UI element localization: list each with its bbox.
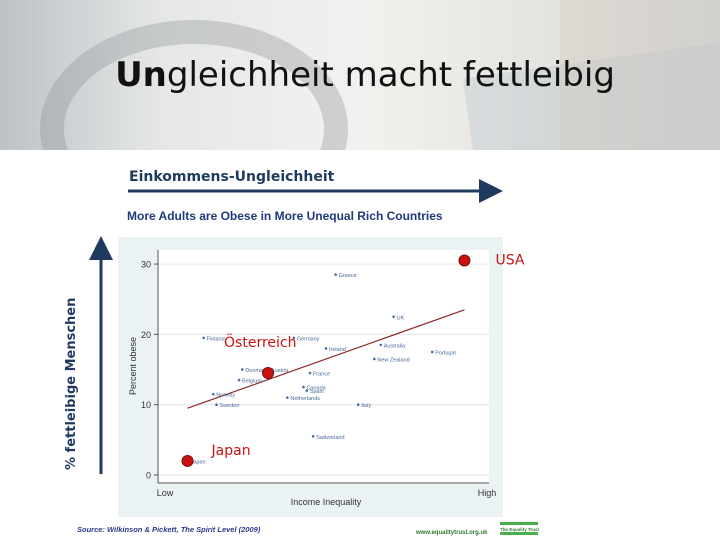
data-point	[302, 385, 305, 389]
point-label: Denmark	[245, 368, 268, 374]
data-point	[308, 371, 312, 375]
logo-bar-bottom	[500, 532, 538, 535]
highlight-label: USA	[495, 253, 524, 269]
point-label: Ireland	[329, 347, 346, 353]
y-tick-label: 30	[141, 260, 151, 270]
point-label: France	[313, 372, 330, 378]
point-label: Spain	[310, 389, 324, 395]
x-axis-title: Income Inequality	[291, 497, 362, 507]
source-citation: Source: Wilkinson & Pickett, The Spirit …	[77, 525, 261, 534]
point-label: Norway	[216, 393, 235, 399]
x-tick-label-low: Low	[157, 488, 174, 498]
website-link[interactable]: www.equalitytrust.org.uk	[416, 530, 488, 536]
slide-title-bold: Un	[115, 55, 167, 95]
point-label: New Zealand	[377, 357, 409, 363]
point-label: Portugal	[435, 350, 456, 356]
data-point	[334, 273, 337, 276]
data-point	[430, 350, 434, 354]
logo-text: The Equality Trust	[500, 527, 540, 532]
highlight-marker	[458, 254, 471, 267]
point-label: UK	[397, 315, 405, 321]
point-label: Austria	[271, 368, 289, 374]
y-tick-label: 0	[146, 471, 151, 481]
data-point	[212, 392, 215, 396]
point-label: Sweden	[220, 403, 240, 409]
slide-title-rest: gleichheit macht fettleibig	[166, 55, 615, 95]
y-tick-label: 20	[141, 330, 151, 340]
point-label: Greece	[339, 273, 357, 279]
point-label: Germany	[297, 336, 320, 342]
x-tick-label-high: High	[478, 488, 497, 498]
y-tick-label: 10	[141, 400, 151, 410]
data-point	[311, 435, 315, 438]
chart-title: More Adults are Obese in More Unequal Ri…	[127, 209, 443, 223]
point-label: Australia	[384, 343, 406, 349]
highlight-label: Österreich	[224, 333, 296, 351]
plot-area	[158, 250, 489, 483]
slide-title: Ungleichheit macht fettleibig	[0, 55, 720, 95]
data-point	[240, 368, 244, 371]
point-label: Japan	[191, 459, 206, 465]
point-label: Netherlands	[290, 396, 320, 402]
trend-line	[187, 309, 465, 409]
highlight-marker	[262, 367, 275, 380]
point-label: Finland	[207, 336, 225, 342]
x-arrow-label: Einkommens-Ungleichheit	[129, 169, 335, 185]
banknote-shape-2	[560, 0, 720, 150]
highlight-marker	[181, 454, 194, 467]
data-point	[324, 347, 328, 350]
point-label: Belgium	[242, 379, 262, 385]
data-point	[392, 315, 395, 319]
point-label: Canada	[306, 386, 326, 392]
banner-fade	[0, 0, 720, 150]
point-label: Italy	[361, 403, 371, 409]
data-point	[305, 389, 308, 392]
data-point	[373, 357, 376, 361]
data-point	[379, 343, 383, 347]
data-point	[356, 403, 360, 406]
data-point	[292, 336, 296, 340]
y-axis-title: Percent obese	[128, 337, 138, 395]
data-point	[215, 403, 218, 406]
data-point	[286, 396, 289, 399]
logo-bar-top	[500, 522, 538, 525]
data-point	[202, 336, 205, 340]
point-label: Switzerland	[316, 435, 344, 441]
data-point	[237, 378, 241, 382]
equality-trust-logo: The Equality Trust	[500, 522, 540, 539]
header-banner	[0, 0, 720, 150]
highlight-label: Japan	[211, 443, 251, 459]
